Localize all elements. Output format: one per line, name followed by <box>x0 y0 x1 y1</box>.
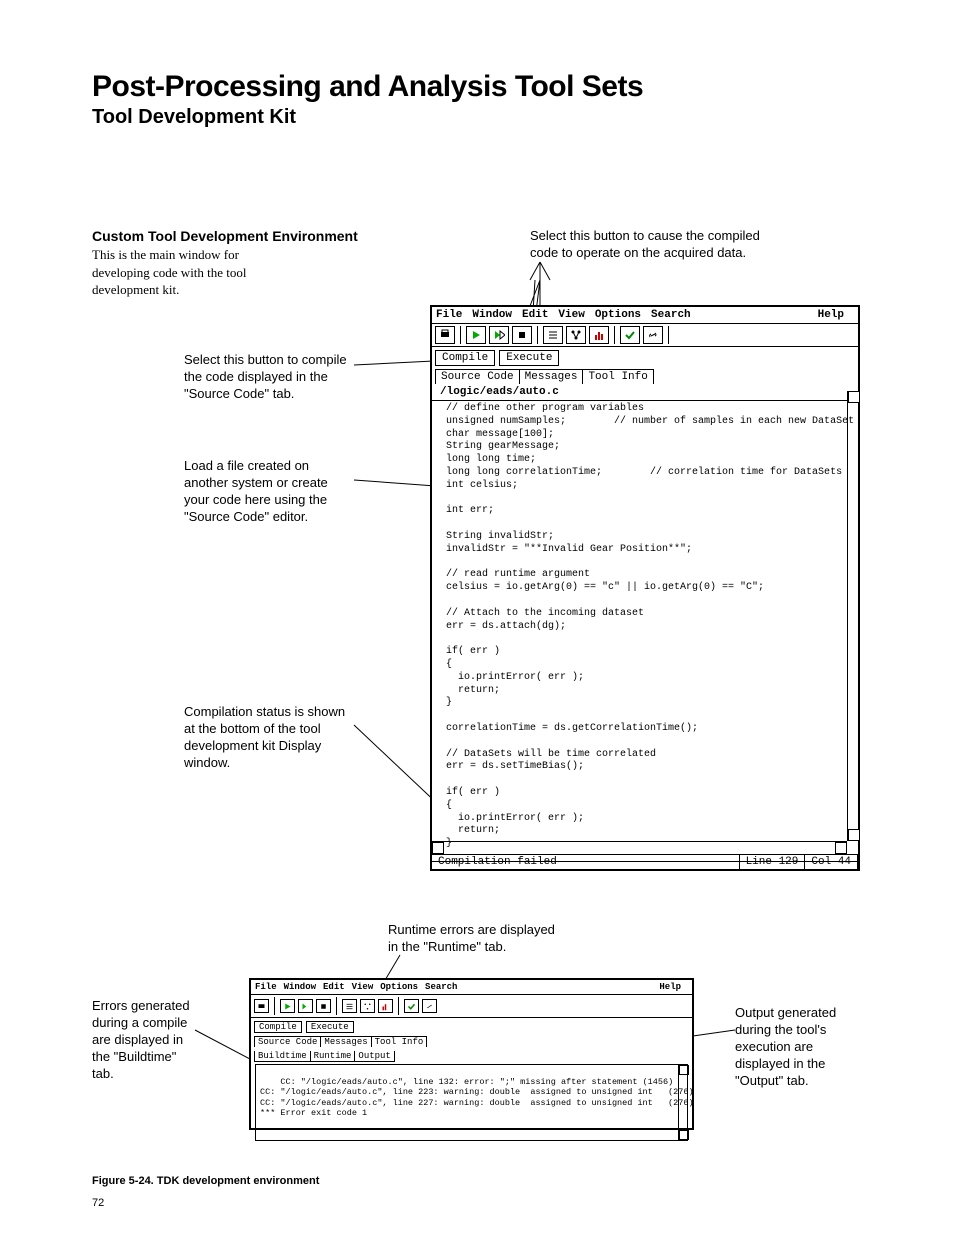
page-subtitle: Tool Development Kit <box>92 106 884 129</box>
status-line: Line 129 <box>740 855 806 869</box>
source-code-editor[interactable]: // define other program variables unsign… <box>432 400 858 862</box>
callout-load: Load a file created on another system or… <box>184 458 354 526</box>
tab-row: Source Code Messages Tool Info <box>432 369 858 384</box>
run-icon[interactable] <box>466 326 486 344</box>
tree-icon[interactable] <box>566 326 586 344</box>
menu2-file[interactable]: File <box>255 982 277 992</box>
file-path: /logic/eads/auto.c <box>432 384 858 400</box>
run-rep-icon[interactable] <box>298 999 313 1013</box>
execute-button-2[interactable]: Execute <box>306 1021 354 1033</box>
status-col: Col 44 <box>805 855 858 869</box>
stop-icon[interactable] <box>512 326 532 344</box>
run-icon[interactable] <box>280 999 295 1013</box>
toolbar-2 <box>251 995 692 1018</box>
print-icon[interactable] <box>254 999 269 1013</box>
menu-file[interactable]: File <box>436 309 462 321</box>
page-number: 72 <box>92 1197 104 1209</box>
bar-icon[interactable] <box>589 326 609 344</box>
main-window: File Window Edit View Options Search Hel… <box>430 305 860 871</box>
button-row-2: Compile Execute <box>251 1018 692 1036</box>
tab-row-2: Source Code Messages Tool Info <box>251 1036 692 1047</box>
horizontal-scrollbar[interactable] <box>432 841 847 852</box>
check-icon[interactable] <box>620 326 640 344</box>
tab-runtime[interactable]: Runtime <box>310 1051 356 1062</box>
menu2-search[interactable]: Search <box>425 982 457 992</box>
callout-output: Output generated during the tool's execu… <box>735 1005 850 1089</box>
link-icon[interactable] <box>422 999 437 1013</box>
button-row: Compile Execute <box>432 347 858 369</box>
menu2-edit[interactable]: Edit <box>323 982 345 992</box>
message-text: CC: "/logic/eads/auto.c", line 132: erro… <box>260 1077 694 1118</box>
callout-status: Compilation status is shown at the botto… <box>184 704 359 772</box>
section-heading: Custom Tool Development Environment <box>92 228 358 244</box>
menu-view[interactable]: View <box>558 309 584 321</box>
compile-button-2[interactable]: Compile <box>254 1021 302 1033</box>
menu-search[interactable]: Search <box>651 309 691 321</box>
stop-icon[interactable] <box>316 999 331 1013</box>
tree-icon[interactable] <box>360 999 375 1013</box>
execute-button[interactable]: Execute <box>499 350 559 366</box>
callout-compile: Select this button to compile the code d… <box>184 352 354 403</box>
list-icon[interactable] <box>543 326 563 344</box>
messages-window: File Window Edit View Options Search Hel… <box>249 978 694 1130</box>
run-rep-icon[interactable] <box>489 326 509 344</box>
menu2-help[interactable]: Help <box>659 982 681 992</box>
tab2-messages[interactable]: Messages <box>320 1036 371 1047</box>
menu2-view[interactable]: View <box>352 982 374 992</box>
figure-caption: Figure 5-24. TDK development environment <box>92 1175 319 1187</box>
callout-buildtime: Errors generated during a compile are di… <box>92 998 197 1082</box>
callout-execute: Select this button to cause the compiled… <box>530 228 760 262</box>
msg-scrollbar[interactable] <box>678 1065 687 1140</box>
message-box[interactable]: CC: "/logic/eads/auto.c", line 132: erro… <box>255 1064 688 1141</box>
menu-help[interactable]: Help <box>818 309 844 321</box>
menu-options[interactable]: Options <box>595 309 641 321</box>
tab-buildtime[interactable]: Buildtime <box>254 1051 311 1062</box>
link-icon[interactable] <box>643 326 663 344</box>
menubar: File Window Edit View Options Search Hel… <box>432 307 858 324</box>
tab2-source-code[interactable]: Source Code <box>254 1036 321 1047</box>
vertical-scrollbar[interactable] <box>847 391 858 841</box>
check-icon[interactable] <box>404 999 419 1013</box>
menu-edit[interactable]: Edit <box>522 309 548 321</box>
page-title: Post-Processing and Analysis Tool Sets <box>92 70 884 104</box>
list-icon[interactable] <box>342 999 357 1013</box>
menubar-2: File Window Edit View Options Search Hel… <box>251 980 692 995</box>
bar-icon[interactable] <box>378 999 393 1013</box>
status-message: Compilation failed <box>432 855 740 869</box>
tab-row-lower: Buildtime Runtime Output <box>251 1051 692 1062</box>
status-bar: Compilation failed Line 129 Col 44 <box>432 854 858 869</box>
toolbar <box>432 324 858 347</box>
tab-source-code[interactable]: Source Code <box>435 369 520 384</box>
tab-tool-info[interactable]: Tool Info <box>582 369 653 384</box>
intro-body: This is the main window for developing c… <box>92 246 287 299</box>
print-icon[interactable] <box>435 326 455 344</box>
menu2-window[interactable]: Window <box>284 982 316 992</box>
compile-button[interactable]: Compile <box>435 350 495 366</box>
menu2-options[interactable]: Options <box>380 982 418 992</box>
tab-messages[interactable]: Messages <box>519 369 584 384</box>
tab-output[interactable]: Output <box>354 1051 394 1062</box>
tab2-tool-info[interactable]: Tool Info <box>371 1036 428 1047</box>
menu-window[interactable]: Window <box>472 309 512 321</box>
callout-runtime: Runtime errors are displayed in the "Run… <box>388 922 568 956</box>
